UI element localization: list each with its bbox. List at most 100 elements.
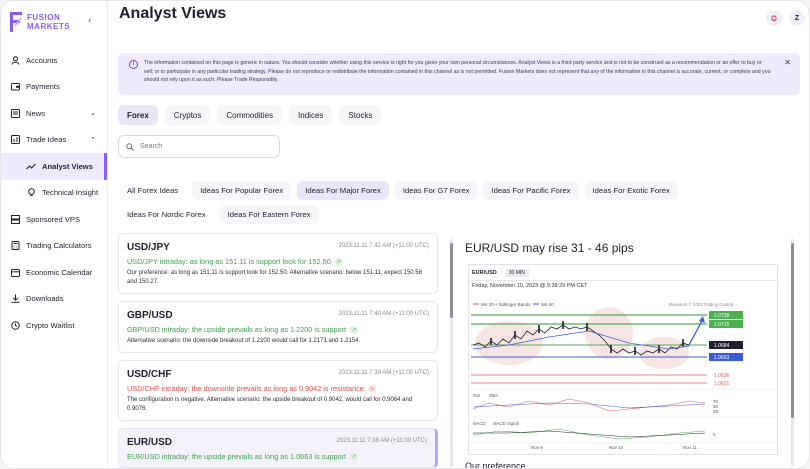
ideas-scrollbar[interactable] [450,239,453,467]
price-line [472,324,690,356]
rsi-label: RSI [473,393,480,398]
sidebar-item-payments[interactable]: Payments [1,74,107,101]
chevron-down-icon: ⌄ [90,110,96,117]
scrollbar-thumb[interactable] [791,243,794,418]
sidebar-item-trade-ideas[interactable]: Trade Ideas ⌃ [1,127,107,154]
sidebar-item-label: Sponsored VPS [26,214,81,224]
subtab-all-forex[interactable]: All Forex Ideas [119,181,187,200]
idea-card-eurusd[interactable]: EUR/USD 2023.11.11 7:38 AM (+11:00 UTC) … [118,428,438,468]
idea-headline-text: USD/CHF intraday: the downside prevails … [127,384,364,394]
arrow-up-icon: ↗ [350,453,359,462]
subtab-major-forex[interactable]: Ideas For Major Forex [297,181,389,200]
idea-symbol: USD/CHF [127,369,172,381]
notifications-button[interactable] [766,10,782,26]
idea-card-usdchf[interactable]: USD/CHF 2023.11.11 7:39 AM (+11:00 UTC) … [118,360,438,422]
tab-stocks[interactable]: Stocks [339,105,382,125]
rsi-tick-30: 30 [713,409,719,414]
close-icon[interactable]: ✕ [784,58,791,67]
sidebar-item-crypto-waitlist[interactable]: Crypto Waitlist [1,312,107,339]
tab-cryptos[interactable]: Cryptos [164,105,211,125]
rsi-tick-70: 70 [713,399,719,404]
sidebar-item-downloads[interactable]: Downloads [1,286,107,313]
search-placeholder: Search [140,143,163,150]
tab-indices[interactable]: Indices [289,105,333,125]
level-tag-2 [709,320,743,328]
sidebar-item-analyst-views[interactable]: Analyst Views [1,153,107,180]
sidebar: FUSION MARKETS ‹ Accounts Payments News … [1,1,108,468]
idea-headline-text: USD/JPY intraday: as long as 151.11 is s… [127,257,331,266]
subtab-nordic-forex[interactable]: Ideas For Nordic Forex [119,205,214,224]
disclaimer-text: The information contained on this page i… [144,60,771,84]
sidebar-nav: Accounts Payments News ⌄ Trade Ideas ⌃ A… [1,47,107,339]
bell-icon [771,15,777,22]
subtab-popular-forex[interactable]: Ideas For Popular Forex [192,181,292,200]
sidebar-item-sponsored-vps[interactable]: Sponsored VPS [1,206,107,233]
macd-tick-0: 0 [713,432,716,437]
level-label-3: 1.0684 [714,343,730,349]
level-tag-3 [709,341,743,349]
idea-detail-title: EUR/USD may rise 31 - 46 pips [465,241,634,255]
user-avatar-button[interactable]: Z [789,10,805,26]
subtab-exotic-forex[interactable]: Ideas For Exotic Forex [584,181,678,200]
chevron-up-icon: ⌃ [90,136,96,144]
brand-logo[interactable]: FUSION MARKETS [9,10,70,34]
idea-headline: USD/CHF intraday: the downside prevails … [127,384,429,394]
sidebar-item-accounts[interactable]: Accounts [1,47,107,74]
x-label-nov9: Nov 9 [531,445,543,450]
idea-symbol: EUR/USD [127,437,173,449]
macd-label: MACD [473,421,486,426]
x-label-nov10: Nov 10 [609,445,624,450]
collapse-sidebar-icon[interactable]: ‹ [88,15,92,26]
arrow-down-icon: ↘ [367,385,376,394]
sidebar-item-economic-calendar[interactable]: Economic Calendar [1,259,107,286]
idea-headline: EUR/USD intraday: the upside prevails as… [127,452,427,462]
subtab-pacific-forex[interactable]: Ideas For Pacific Forex [483,181,579,200]
subtab-eastern-forex[interactable]: Ideas For Eastern Forex [219,205,319,224]
bulb-icon [26,188,36,198]
level-label-5: 1.0636 [714,373,730,379]
server-icon [10,214,20,224]
idea-body: The configuration is negative. Alternati… [127,397,413,413]
x-label-nov11: Nov 11 [683,445,697,450]
idea-card-usdjpy[interactable]: USD/JPY 2023.11.11 7:42 AM (+11:00 UTC) … [118,233,438,295]
rsi-sma-line [472,402,706,409]
idea-detail-panel: EUR/USD may rise 31 - 46 pips [465,241,785,255]
sidebar-item-label: Crypto Waitlist [26,320,75,330]
subtab-g7-forex[interactable]: Ideas For G7 Forex [394,181,478,200]
arrow-up-icon: ↗ [334,258,343,267]
search-input[interactable]: Search [118,135,280,158]
projection-arrow [688,318,704,346]
disclaimer-banner: i The information contained on this page… [118,53,800,95]
sidebar-item-label: News [26,108,45,118]
clock-icon [10,320,20,330]
sidebar-item-label: Trading Calculators [26,241,92,251]
user-icon [10,55,20,65]
rsi-line [472,398,706,412]
tab-commodities[interactable]: Commodities [217,105,283,125]
scrollbar-thumb[interactable] [450,243,453,318]
sidebar-item-news[interactable]: News ⌄ [1,100,107,127]
tab-forex[interactable]: Forex [118,105,158,125]
brand-line-2: MARKETS [27,22,71,31]
idea-card-gbpusd[interactable]: GBP/USD 2023.11.11 7:40 AM (+11:00 UTC) … [118,301,438,354]
chart-credit: Research © 2023 Trading Central [669,302,733,307]
sidebar-item-technical-insight[interactable]: Technical Insight [1,180,107,207]
detail-scrollbar[interactable] [791,239,794,467]
macd-line [472,428,706,440]
legend-bb-label: MA 20 + Bollinger Bands [481,302,531,307]
rsi-tick-50: 50 [713,404,719,409]
idea-headline-text: GBP/USD intraday: the upside prevails as… [127,325,347,335]
sidebar-item-label: Economic Calendar [26,267,93,277]
our-preference-heading: Our preference [465,461,526,469]
chart-canvas: MA 20 + Bollinger Bands MA 50 Research ©… [471,302,775,450]
newspaper-icon [10,108,20,118]
idea-symbol: GBP/USD [127,310,173,322]
candles [490,321,684,355]
sidebar-item-label: Trade Ideas [26,135,67,145]
sidebar-item-trading-calculators[interactable]: Trading Calculators [1,233,107,260]
sidebar-item-label: Analyst Views [42,161,93,171]
logo-mark-icon [10,12,22,32]
info-icon: i [129,60,138,69]
legend-ma-label: MA 50 [541,302,554,307]
